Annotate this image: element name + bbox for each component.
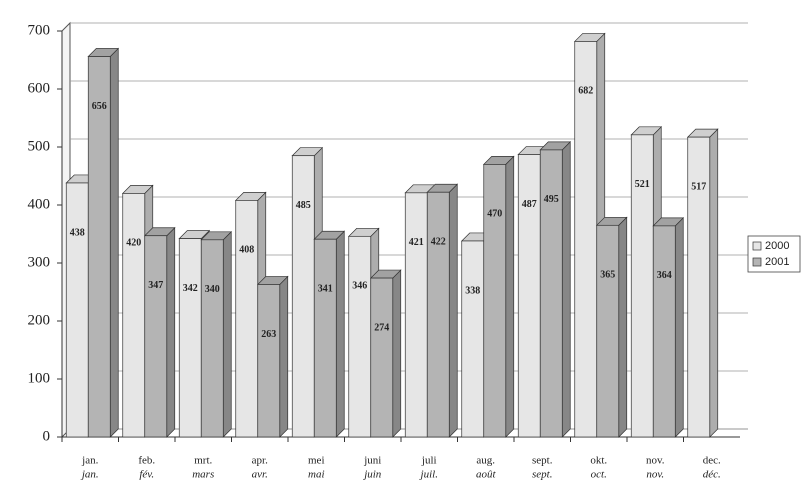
x-tick-label: okt. (590, 455, 607, 467)
x-tick-label: sept. (532, 455, 553, 467)
x-tick-label: mei (308, 455, 325, 467)
bar-side (561, 141, 571, 438)
bar (144, 235, 168, 438)
x-tick-label: jan. (81, 455, 98, 467)
y-tick-label: 200 (28, 312, 51, 328)
bar (87, 56, 111, 438)
x-tick-label: juli (421, 455, 437, 467)
bar (313, 238, 337, 438)
bar (483, 164, 507, 438)
value-label: 517 (691, 181, 706, 192)
bar-side (709, 128, 719, 438)
value-label: 438 (70, 227, 85, 238)
x-tick-label-fr: sept. (532, 469, 552, 481)
value-label: 495 (544, 194, 559, 205)
bar-side (448, 183, 458, 438)
y-tick-label: 0 (43, 428, 51, 444)
value-label: 521 (635, 179, 650, 190)
bar (370, 277, 394, 438)
legend-label: 2000 (765, 240, 789, 252)
bar (574, 41, 598, 438)
value-label: 420 (126, 238, 141, 249)
bar-side (392, 269, 402, 438)
bar-side (109, 47, 119, 438)
x-tick-label: juni (363, 455, 381, 467)
x-tick-label: aug. (476, 455, 495, 467)
bar-side (335, 230, 345, 438)
bar (235, 200, 259, 438)
x-tick-label-fr: fév. (139, 469, 154, 481)
x-tick-label-fr: déc. (703, 469, 721, 481)
bar-side (279, 275, 289, 438)
x-tick-label-fr: avr. (252, 469, 268, 481)
value-label: 274 (374, 322, 389, 333)
bar (687, 136, 711, 438)
value-label: 487 (522, 199, 537, 210)
x-tick-label-fr: nov. (646, 469, 664, 481)
bar (404, 192, 428, 438)
x-tick-label-fr: juil. (419, 469, 438, 481)
value-label: 346 (352, 281, 367, 292)
value-label: 263 (261, 329, 276, 340)
value-label: 338 (465, 285, 480, 296)
y-tick-label: 100 (28, 370, 51, 386)
bar (257, 284, 281, 438)
x-tick-label: mrt. (194, 455, 212, 467)
y-tick-label: 500 (28, 138, 51, 154)
bar (291, 155, 315, 438)
bar (652, 225, 676, 438)
value-label: 485 (296, 200, 311, 211)
value-label: 682 (578, 86, 593, 97)
x-tick-label-fr: jan. (80, 469, 99, 481)
value-label: 347 (148, 280, 163, 291)
bar-side (166, 226, 176, 438)
value-label: 364 (657, 270, 672, 281)
bar (539, 149, 563, 438)
bar (122, 193, 146, 438)
value-label: 470 (487, 209, 502, 220)
bar-side (505, 155, 515, 438)
bar (178, 238, 202, 438)
x-tick-label-fr: mai (308, 469, 325, 481)
value-label: 421 (409, 237, 424, 248)
x-tick-label-fr: mars (192, 469, 214, 481)
legend-swatch (752, 241, 762, 251)
x-tick-label: dec. (703, 455, 721, 467)
legend-label: 2001 (765, 256, 789, 268)
bar (426, 191, 450, 438)
bar (596, 224, 620, 438)
value-label: 365 (600, 270, 615, 281)
value-label: 408 (239, 245, 254, 256)
bar (461, 240, 485, 438)
bar (65, 182, 89, 438)
bar-side (674, 217, 684, 438)
bar (348, 235, 372, 438)
y-tick-label: 600 (28, 80, 51, 96)
value-label: 656 (92, 101, 107, 112)
x-tick-label-fr: oct. (591, 469, 607, 481)
x-tick-label: apr. (252, 455, 268, 467)
x-tick-label: nov. (646, 455, 665, 467)
x-tick-label: feb. (138, 455, 155, 467)
value-label: 342 (183, 283, 198, 294)
y-tick-label: 400 (28, 196, 51, 212)
x-tick-label-fr: août (476, 469, 497, 481)
bar-side (618, 216, 628, 438)
y-tick-label: 700 (28, 22, 51, 38)
bar (517, 154, 541, 438)
value-label: 341 (318, 284, 333, 295)
value-label: 422 (431, 237, 446, 248)
x-tick-label-fr: juin (362, 469, 382, 481)
bar-side (222, 230, 232, 438)
legend-swatch (752, 257, 762, 267)
y-tick-label: 300 (28, 254, 51, 270)
bar (200, 239, 224, 438)
value-label: 340 (205, 284, 220, 295)
